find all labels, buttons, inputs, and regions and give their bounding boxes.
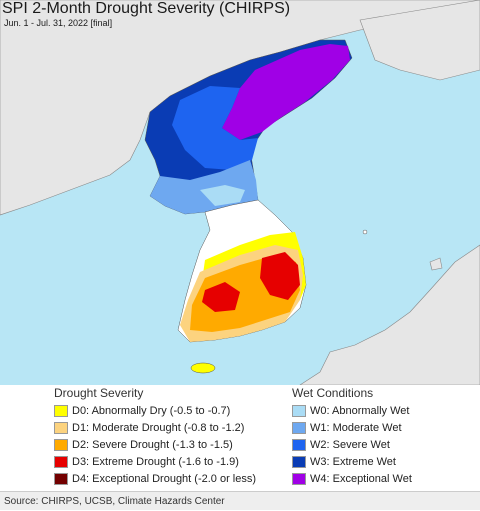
legend-item-w3: W3: Extreme Wet <box>292 453 412 470</box>
legend-wet-heading: Wet Conditions <box>292 386 374 400</box>
region-w2 <box>172 86 258 170</box>
swatch-w4 <box>292 472 306 485</box>
map-canvas <box>0 0 480 385</box>
swatch-d3 <box>54 455 68 468</box>
region-w0 <box>200 185 245 206</box>
land-russia <box>359 0 480 81</box>
swatch-d0 <box>54 404 68 417</box>
swatch-w1 <box>292 421 306 434</box>
legend-item-w4: W4: Exceptional Wet <box>292 470 412 487</box>
region-d3-east <box>260 252 300 300</box>
legend-drought-heading: Drought Severity <box>54 386 144 400</box>
legend-label-w1: W1: Moderate Wet <box>310 421 402 434</box>
page-title: SPI 2-Month Drought Severity (CHIRPS) <box>2 0 291 17</box>
legend-item-w1: W1: Moderate Wet <box>292 419 412 436</box>
legend-label-w3: W3: Extreme Wet <box>310 455 396 468</box>
island-jeju <box>190 362 216 374</box>
legend-label-d3: D3: Extreme Drought (-1.6 to -1.9) <box>72 455 239 468</box>
legend-label-w0: W0: Abnormally Wet <box>310 404 410 417</box>
legend-item-w0: W0: Abnormally Wet <box>292 402 412 419</box>
legend-label-d0: D0: Abnormally Dry (-0.5 to -0.7) <box>72 404 231 417</box>
swatch-d4 <box>54 472 68 485</box>
legend-item-w2: W2: Severe Wet <box>292 436 412 453</box>
page-subtitle: Jun. 1 - Jul. 31, 2022 [final] <box>4 18 113 28</box>
legend-item-d4: D4: Exceptional Drought (-2.0 or less) <box>54 470 256 487</box>
land-japan-islet <box>429 257 443 271</box>
legend-label-w4: W4: Exceptional Wet <box>310 472 412 485</box>
swatch-w3 <box>292 455 306 468</box>
legend-item-d2: D2: Severe Drought (-1.3 to -1.5) <box>54 436 256 453</box>
region-d3-west <box>202 282 240 312</box>
legend-label-d4: D4: Exceptional Drought (-2.0 or less) <box>72 472 257 485</box>
legend-wet: Wet Conditions W0: Abnormally Wet W1: Mo… <box>292 386 412 487</box>
island-ulleung <box>362 229 368 235</box>
legend-label-d2: D2: Severe Drought (-1.3 to -1.5) <box>72 438 233 451</box>
legend-label-w2: W2: Severe Wet <box>310 438 390 451</box>
swatch-w2 <box>292 438 306 451</box>
swatch-d1 <box>54 421 68 434</box>
source-footer: Source: CHIRPS, UCSB, Climate Hazards Ce… <box>0 491 480 510</box>
legend-label-d1: D1: Moderate Drought (-0.8 to -1.2) <box>72 421 245 434</box>
legend-item-d0: D0: Abnormally Dry (-0.5 to -0.7) <box>54 402 256 419</box>
legend-drought: Drought Severity D0: Abnormally Dry (-0.… <box>54 386 256 487</box>
land-japan <box>299 244 480 385</box>
legend-item-d3: D3: Extreme Drought (-1.6 to -1.9) <box>54 453 256 470</box>
drought-map: SPI 2-Month Drought Severity (CHIRPS) Ju… <box>0 0 480 385</box>
region-w4 <box>222 44 350 140</box>
swatch-w0 <box>292 404 306 417</box>
legend-item-d1: D1: Moderate Drought (-0.8 to -1.2) <box>54 419 256 436</box>
swatch-d2 <box>54 438 68 451</box>
